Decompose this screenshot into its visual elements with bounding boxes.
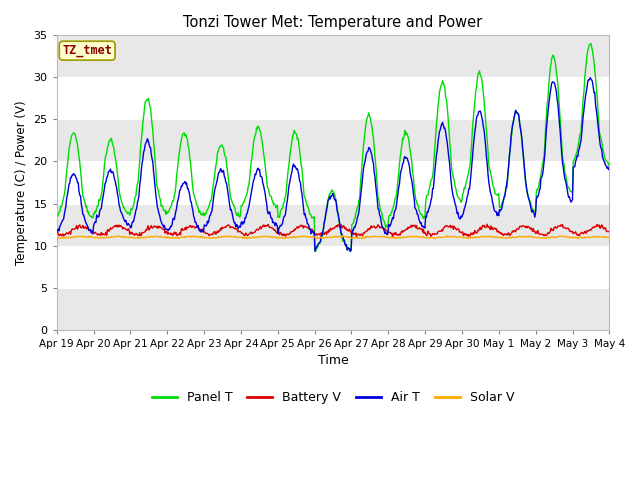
Legend: Panel T, Battery V, Air T, Solar V: Panel T, Battery V, Air T, Solar V: [147, 386, 520, 409]
Bar: [57, 204, 609, 246]
Text: TZ_tmet: TZ_tmet: [62, 44, 112, 57]
Bar: [57, 120, 609, 161]
X-axis label: Time: Time: [317, 354, 348, 367]
Bar: [57, 288, 609, 330]
Bar: [57, 36, 609, 77]
Y-axis label: Temperature (C) / Power (V): Temperature (C) / Power (V): [15, 100, 28, 265]
Title: Tonzi Tower Met: Temperature and Power: Tonzi Tower Met: Temperature and Power: [184, 15, 483, 30]
